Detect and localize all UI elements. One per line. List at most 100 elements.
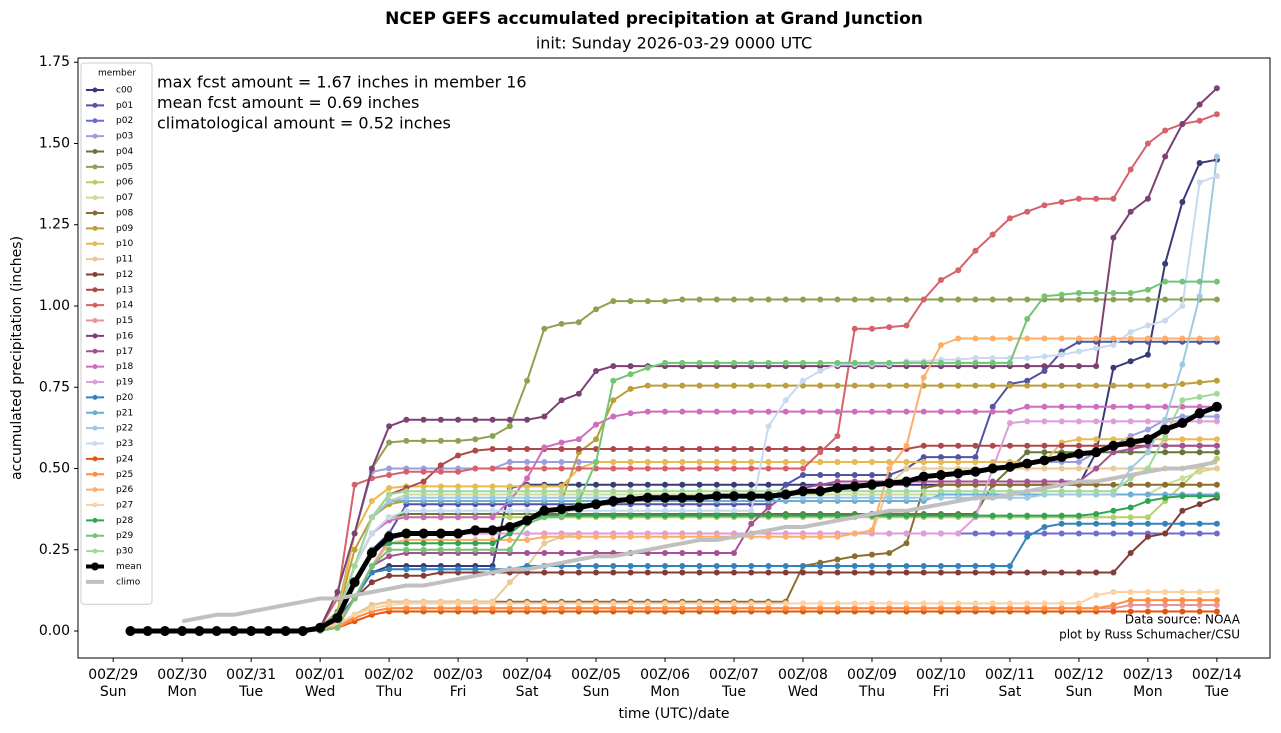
data-point — [920, 459, 927, 466]
data-point — [696, 507, 703, 514]
data-point — [1179, 302, 1186, 309]
data-point — [1213, 481, 1220, 488]
data-point — [920, 563, 927, 570]
data-point — [1213, 608, 1220, 615]
data-point — [1110, 569, 1117, 576]
data-point — [1075, 195, 1082, 202]
data-point — [1075, 569, 1082, 576]
legend-label: p30 — [116, 547, 133, 557]
data-point — [575, 605, 582, 612]
data-point — [1179, 278, 1186, 285]
data-point — [834, 605, 841, 612]
data-point — [955, 454, 962, 461]
data-point — [1196, 602, 1203, 609]
data-point — [765, 533, 772, 540]
data-point — [782, 408, 789, 415]
data-point — [575, 569, 582, 576]
data-point — [662, 550, 669, 557]
data-point — [644, 459, 651, 466]
data-point — [1196, 101, 1203, 108]
data-point — [575, 563, 582, 570]
legend-marker — [92, 394, 98, 400]
data-point — [1041, 524, 1048, 531]
data-point — [386, 465, 393, 472]
data-point — [455, 437, 462, 444]
data-point — [1110, 507, 1117, 514]
data-point — [1075, 488, 1082, 495]
axes-frame — [77, 57, 1271, 659]
data-point — [679, 481, 686, 488]
data-point — [575, 459, 582, 466]
data-point — [455, 452, 462, 459]
data-point — [834, 472, 841, 479]
data-point — [1093, 520, 1100, 527]
data-point — [1024, 600, 1031, 607]
data-point — [1110, 418, 1117, 425]
data-point — [1127, 514, 1134, 521]
data-point — [1144, 589, 1151, 596]
data-point — [610, 507, 617, 514]
data-point — [1006, 569, 1013, 576]
data-point — [817, 459, 824, 466]
data-point — [1041, 569, 1048, 576]
data-point — [866, 479, 877, 490]
data-point — [903, 459, 910, 466]
data-point — [989, 442, 996, 449]
data-point — [472, 605, 479, 612]
data-point — [1196, 520, 1203, 527]
data-point — [851, 605, 858, 612]
data-point — [489, 494, 496, 501]
data-point — [489, 514, 496, 521]
data-point — [524, 530, 531, 537]
data-point — [368, 579, 375, 586]
data-point — [955, 359, 962, 366]
data-point — [1075, 436, 1082, 443]
data-point — [403, 566, 410, 573]
data-point — [851, 296, 858, 303]
data-point — [437, 546, 444, 553]
data-point — [662, 465, 669, 472]
data-point — [679, 408, 686, 415]
data-point — [1041, 293, 1048, 300]
legend-marker — [92, 87, 98, 93]
data-point — [1179, 198, 1186, 205]
data-point — [1093, 363, 1100, 370]
data-point — [506, 483, 513, 490]
data-point — [937, 563, 944, 570]
data-point — [472, 494, 479, 501]
data-point — [1127, 589, 1134, 596]
data-point — [610, 569, 617, 576]
data-point — [1194, 408, 1205, 419]
data-point — [1093, 195, 1100, 202]
data-point — [731, 481, 738, 488]
data-point — [1127, 296, 1134, 303]
data-point — [799, 605, 806, 612]
data-point — [972, 408, 979, 415]
data-point — [593, 605, 600, 612]
x-tick-label: 00Z/29 — [88, 667, 138, 683]
data-point — [386, 540, 393, 547]
data-point — [591, 499, 602, 510]
data-point — [1211, 401, 1222, 412]
data-point — [386, 602, 393, 609]
data-point — [782, 296, 789, 303]
data-point — [868, 569, 875, 576]
data-point — [799, 569, 806, 576]
data-point — [506, 530, 513, 537]
data-point — [1162, 278, 1169, 285]
x-tick-label: 00Z/11 — [985, 667, 1035, 683]
data-point — [386, 498, 393, 505]
data-point — [972, 359, 979, 366]
data-point — [1041, 335, 1048, 342]
data-point — [834, 556, 841, 563]
data-point — [903, 600, 910, 607]
data-point — [593, 563, 600, 570]
legend-label: c00 — [116, 86, 133, 96]
data-point — [1075, 296, 1082, 303]
data-point — [1144, 351, 1151, 358]
data-point — [194, 626, 205, 637]
data-point — [386, 546, 393, 553]
data-point — [989, 408, 996, 415]
data-point — [558, 459, 565, 466]
data-point — [1179, 530, 1186, 537]
